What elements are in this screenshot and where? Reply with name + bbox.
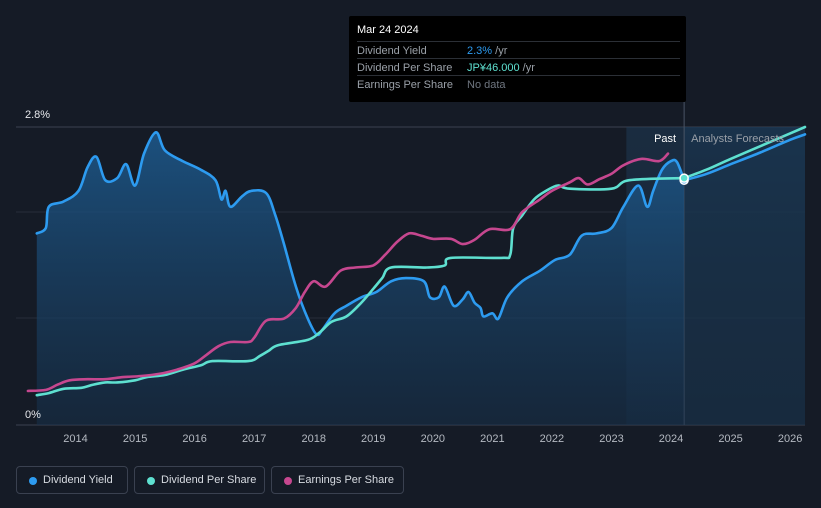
x-tick-label: 2025	[718, 433, 742, 445]
y-axis-min-label: 0%	[25, 409, 41, 421]
tooltip-value-number: No data	[467, 79, 506, 91]
tooltip-value-unit: /yr	[519, 62, 535, 74]
x-tick-label: 2014	[63, 433, 87, 445]
x-tick-label: 2015	[123, 433, 147, 445]
tooltip-value: No data	[467, 79, 506, 91]
legend-dot-icon	[147, 477, 155, 485]
x-tick-label: 2017	[242, 433, 266, 445]
x-tick-label: 2023	[599, 433, 623, 445]
x-tick-label: 2021	[480, 433, 504, 445]
dividend-yield-line	[35, 131, 686, 337]
tooltip-value-number: JP¥46.000	[467, 62, 520, 74]
x-tick-label: 2020	[421, 433, 445, 445]
tooltip-row-dividend-yield: Dividend Yield 2.3% /yr	[357, 41, 680, 59]
tooltip-row-earnings-per-share: Earnings Per Share No data	[357, 75, 680, 93]
dividend-yield-area	[36, 132, 685, 426]
legend-earnings-per-share[interactable]: Earnings Per Share	[271, 466, 404, 494]
x-tick-label: 2026	[778, 433, 802, 445]
legend-dividend-per-share[interactable]: Dividend Per Share	[134, 466, 265, 494]
tooltip-value-unit: /yr	[492, 45, 508, 57]
dividend-yield-forecast-line	[682, 133, 807, 182]
dividend-per-share-forecast-line	[682, 125, 807, 180]
legend-dot-icon	[29, 477, 37, 485]
x-tick-label: 2024	[659, 433, 683, 445]
tooltip-label: Earnings Per Share	[357, 79, 453, 91]
x-tick-label: 2019	[361, 433, 385, 445]
tooltip-value-number: 2.3%	[467, 45, 493, 57]
y-axis-max-label: 2.8%	[25, 109, 50, 121]
earnings-per-share-line	[26, 152, 670, 393]
tooltip-value: JP¥46.000 /yr	[467, 62, 535, 74]
x-tick-label: 2016	[182, 433, 206, 445]
past-label: Past	[654, 133, 676, 145]
dividend-yield-forecast-area	[684, 134, 805, 425]
tooltip-row-dividend-per-share: Dividend Per Share JP¥46.000 /yr	[357, 58, 680, 76]
tooltip-value: 2.3% /yr	[467, 45, 507, 57]
legend-label: Earnings Per Share	[298, 474, 394, 486]
legend-label: Dividend Yield	[43, 474, 113, 486]
legend-dot-icon	[284, 477, 292, 485]
tooltip: Mar 24 2024 Dividend Yield 2.3% /yr Divi…	[349, 16, 686, 102]
x-tick-label: 2018	[301, 433, 325, 445]
x-tick-label: 2022	[540, 433, 564, 445]
legend-label: Dividend Per Share	[161, 474, 257, 486]
tooltip-label: Dividend Per Share	[357, 62, 453, 74]
forecast-label: Analysts Forecasts	[691, 133, 784, 145]
tooltip-label: Dividend Yield	[357, 45, 427, 57]
dividend-per-share-marker	[679, 173, 689, 183]
dividend-per-share-line	[35, 176, 686, 397]
tooltip-date: Mar 24 2024	[357, 24, 419, 36]
legend-dividend-yield[interactable]: Dividend Yield	[16, 466, 128, 494]
